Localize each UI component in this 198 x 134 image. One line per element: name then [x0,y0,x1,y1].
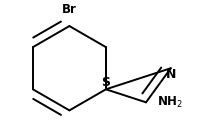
Text: N: N [166,68,176,81]
Text: S: S [101,76,110,89]
Text: NH$_2$: NH$_2$ [157,95,183,110]
Text: Br: Br [62,3,77,16]
